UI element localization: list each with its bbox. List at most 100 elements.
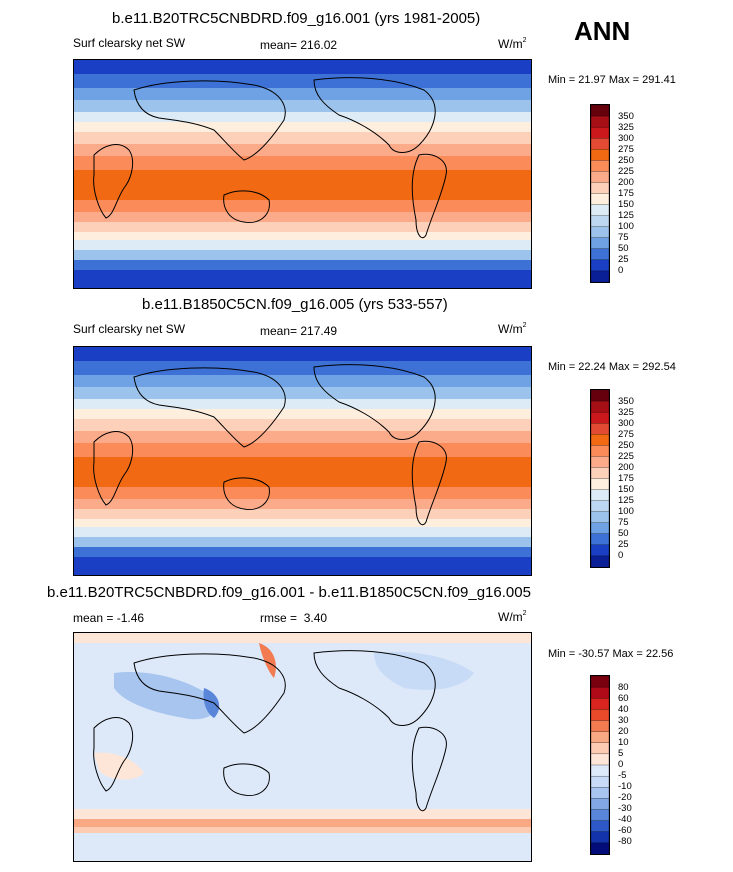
panel3-units-base: W/m bbox=[498, 610, 523, 624]
patch bbox=[374, 651, 474, 690]
band bbox=[74, 509, 531, 519]
colorbar-swatch bbox=[590, 686, 610, 699]
colorbar-label: 50 bbox=[618, 528, 629, 539]
band bbox=[74, 232, 531, 240]
panel2-units-base: W/m bbox=[498, 322, 523, 336]
colorbar-label: 5 bbox=[618, 748, 624, 759]
band bbox=[74, 375, 531, 387]
colorbar-label: 175 bbox=[618, 188, 634, 199]
band bbox=[74, 222, 531, 232]
colorbar-label: -80 bbox=[618, 836, 632, 847]
colorbar-label: 250 bbox=[618, 155, 634, 166]
band bbox=[74, 557, 531, 575]
colorbar-label: 60 bbox=[618, 693, 629, 704]
colorbar-swatch bbox=[590, 389, 610, 402]
colorbar-swatch bbox=[590, 138, 610, 150]
colorbar-swatch bbox=[590, 259, 610, 272]
patch bbox=[114, 672, 217, 720]
colorbar-label: 225 bbox=[618, 451, 634, 462]
colorbar-label: 25 bbox=[618, 254, 629, 265]
colorbar-label: 30 bbox=[618, 715, 629, 726]
colorbar-label: 350 bbox=[618, 111, 634, 122]
panel1-mean-value: 216.02 bbox=[300, 38, 338, 52]
band bbox=[74, 527, 531, 537]
band bbox=[74, 132, 531, 144]
colorbar-swatch bbox=[590, 798, 610, 811]
colorbar-label: 100 bbox=[618, 506, 634, 517]
band bbox=[74, 200, 531, 212]
panel3-minmax: Min = -30.57 Max = 22.56 bbox=[548, 648, 674, 660]
band bbox=[74, 260, 531, 270]
colorbar-swatch bbox=[590, 489, 610, 502]
colorbar-swatch bbox=[590, 160, 610, 173]
colorbar-swatch bbox=[590, 467, 610, 480]
panel1-colorbar-box bbox=[590, 104, 610, 283]
colorbar-label: -5 bbox=[618, 770, 627, 781]
panel2-mean-value: 217.49 bbox=[300, 324, 338, 338]
panel1-map bbox=[73, 59, 532, 289]
colorbar-swatch bbox=[590, 731, 610, 744]
band bbox=[74, 487, 531, 499]
colorbar-label: -30 bbox=[618, 803, 632, 814]
colorbar-swatch bbox=[590, 171, 610, 184]
colorbar-label: 75 bbox=[618, 517, 629, 528]
panel1-title: b.e11.B20TRC5CNBDRD.f09_g16.001 (yrs 198… bbox=[112, 10, 481, 27]
band bbox=[74, 156, 531, 170]
panel2-map-svg bbox=[74, 347, 531, 575]
colorbar-swatch bbox=[590, 115, 610, 128]
panel3-title: b.e11.B20TRC5CNBDRD.f09_g16.001 - b.e11.… bbox=[47, 584, 531, 601]
colorbar-swatch bbox=[590, 544, 610, 557]
band bbox=[74, 361, 531, 375]
coastlines bbox=[93, 650, 447, 812]
panel3-colorbar-svg bbox=[590, 675, 610, 855]
colorbar-swatch bbox=[590, 237, 610, 250]
panel2-colorbar-svg bbox=[590, 389, 610, 568]
colorbar-label: -10 bbox=[618, 781, 632, 792]
band bbox=[74, 387, 531, 399]
colorbar-label: 100 bbox=[618, 221, 634, 232]
colorbar-swatch bbox=[590, 522, 610, 535]
colorbar-swatch bbox=[590, 842, 610, 855]
colorbar-label: 75 bbox=[618, 232, 629, 243]
panel2-minmax: Min = 22.24 Max = 292.54 bbox=[548, 361, 676, 373]
colorbar-label: 300 bbox=[618, 133, 634, 144]
colorbar-swatch bbox=[590, 204, 610, 217]
panel2-title: b.e11.B1850C5CN.f09_g16.005 (yrs 533-557… bbox=[142, 296, 448, 313]
colorbar-swatch bbox=[590, 248, 610, 261]
colorbar-label: 225 bbox=[618, 166, 634, 177]
colorbar-swatch bbox=[590, 270, 610, 283]
band bbox=[74, 60, 531, 74]
colorbar-swatch bbox=[590, 423, 610, 435]
band bbox=[74, 431, 531, 443]
colorbar-swatch bbox=[590, 445, 610, 458]
colorbar-label: 200 bbox=[618, 462, 634, 473]
colorbar-label: 50 bbox=[618, 243, 629, 254]
patch bbox=[259, 643, 276, 678]
colorbar-swatch bbox=[590, 709, 610, 722]
colorbar-label: -20 bbox=[618, 792, 632, 803]
band bbox=[74, 827, 531, 833]
colorbar-swatch bbox=[590, 126, 610, 139]
colorbar-label: 0 bbox=[618, 759, 624, 770]
colorbar-label: 175 bbox=[618, 473, 634, 484]
colorbar-label: 0 bbox=[618, 265, 624, 276]
colorbar-swatch bbox=[590, 193, 610, 206]
panel3-mean: mean = -1.46 bbox=[73, 611, 144, 625]
panel2-variable: Surf clearsky net SW bbox=[73, 322, 186, 336]
colorbar-swatch bbox=[590, 400, 610, 413]
band bbox=[74, 443, 531, 457]
colorbar-swatch bbox=[590, 149, 610, 161]
colorbar-swatch bbox=[590, 215, 610, 228]
colorbar-swatch bbox=[590, 456, 610, 469]
panel3-rmse: rmse = 3.40 bbox=[260, 611, 327, 625]
colorbar-label: 275 bbox=[618, 144, 634, 155]
season-label: ANN bbox=[574, 16, 631, 46]
band bbox=[74, 100, 531, 112]
band bbox=[74, 547, 531, 557]
panel3-rmse-value: 3.40 bbox=[303, 611, 328, 625]
band bbox=[74, 112, 531, 122]
panel1-units-base: W/m bbox=[498, 37, 523, 51]
panel1-map-svg bbox=[74, 60, 531, 288]
colorbar-label: 150 bbox=[618, 199, 634, 210]
